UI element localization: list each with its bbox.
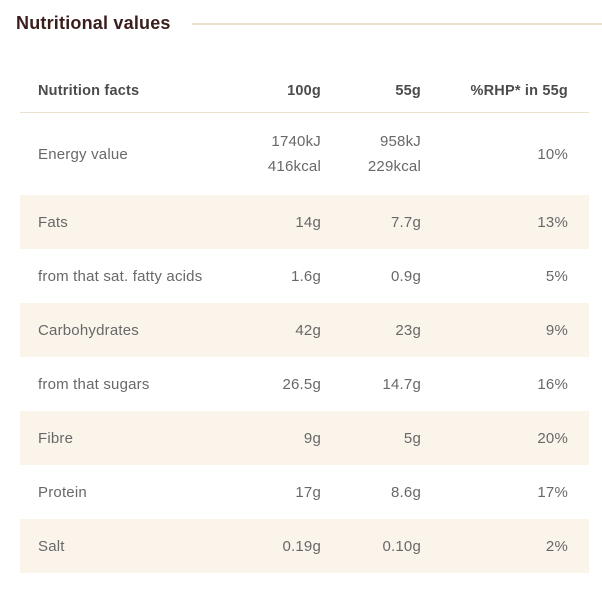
value-100g: 0.19g <box>282 537 321 555</box>
table-body: Energy value 1740kJ 416kcal 958kJ 229kca… <box>20 113 589 573</box>
value-55g: 14.7g <box>382 375 421 393</box>
row-label: Salt <box>38 537 65 555</box>
value-rhp: 13% <box>537 213 568 231</box>
row-label: Fibre <box>38 429 74 447</box>
table-row-salt: Salt 0.19g 0.10g 2% <box>20 519 589 573</box>
row-label: Fats <box>38 213 68 231</box>
value-55g: 8.6g <box>391 483 421 501</box>
value-55g: 23g <box>395 321 421 339</box>
table-row-fats: Fats 14g 7.7g 13% <box>20 195 589 249</box>
value-100g: 26.5g <box>282 375 321 393</box>
value-rhp: 16% <box>537 375 568 393</box>
table-row-sugars: from that sugars 26.5g 14.7g 16% <box>20 357 589 411</box>
table-row-carbohydrates: Carbohydrates 42g 23g 9% <box>20 303 589 357</box>
row-label: Energy value <box>38 145 128 163</box>
value-100g: 14g <box>295 213 321 231</box>
value-rhp: 20% <box>537 429 568 447</box>
value-55g: 958kJ 229kcal <box>367 133 421 175</box>
value-100g: 1.6g <box>291 267 321 285</box>
table-row-fibre: Fibre 9g 5g 20% <box>20 411 589 465</box>
nutrition-table: Nutrition facts 100g 55g %RHP* in 55g En… <box>20 70 589 573</box>
value-100g: 17g <box>295 483 321 501</box>
value-rhp: 17% <box>537 483 568 501</box>
table-row-energy: Energy value 1740kJ 416kcal 958kJ 229kca… <box>20 113 589 195</box>
value-100g: 1740kJ 416kcal <box>267 133 321 175</box>
section-header: Nutritional values <box>16 13 602 34</box>
table-row-sat-fatty-acids: from that sat. fatty acids 1.6g 0.9g 5% <box>20 249 589 303</box>
table-header-row: Nutrition facts 100g 55g %RHP* in 55g <box>20 70 589 113</box>
row-label: Carbohydrates <box>38 321 139 339</box>
row-label: from that sat. fatty acids <box>38 267 203 285</box>
table-row-protein: Protein 17g 8.6g 17% <box>20 465 589 519</box>
row-label: from that sugars <box>38 375 150 393</box>
value-rhp: 2% <box>545 537 568 555</box>
value-55g: 0.10g <box>382 537 421 555</box>
row-label: Protein <box>38 483 87 501</box>
value-rhp: 9% <box>545 321 568 339</box>
value-100g: 42g <box>295 321 321 339</box>
value-rhp: 5% <box>545 267 568 285</box>
value-100g: 9g <box>303 429 321 447</box>
col-header-nutrition-facts: Nutrition facts <box>38 83 140 99</box>
value-55g: 7.7g <box>391 213 421 231</box>
value-rhp: 10% <box>537 145 568 163</box>
col-header-100g: 100g <box>287 83 321 99</box>
col-header-55g: 55g <box>395 83 421 99</box>
value-55g: 0.9g <box>391 267 421 285</box>
title-divider-line <box>191 22 602 25</box>
page-title: Nutritional values <box>16 13 171 33</box>
col-header-rhp: %RHP* in 55g <box>470 83 568 99</box>
value-55g: 5g <box>403 429 421 447</box>
